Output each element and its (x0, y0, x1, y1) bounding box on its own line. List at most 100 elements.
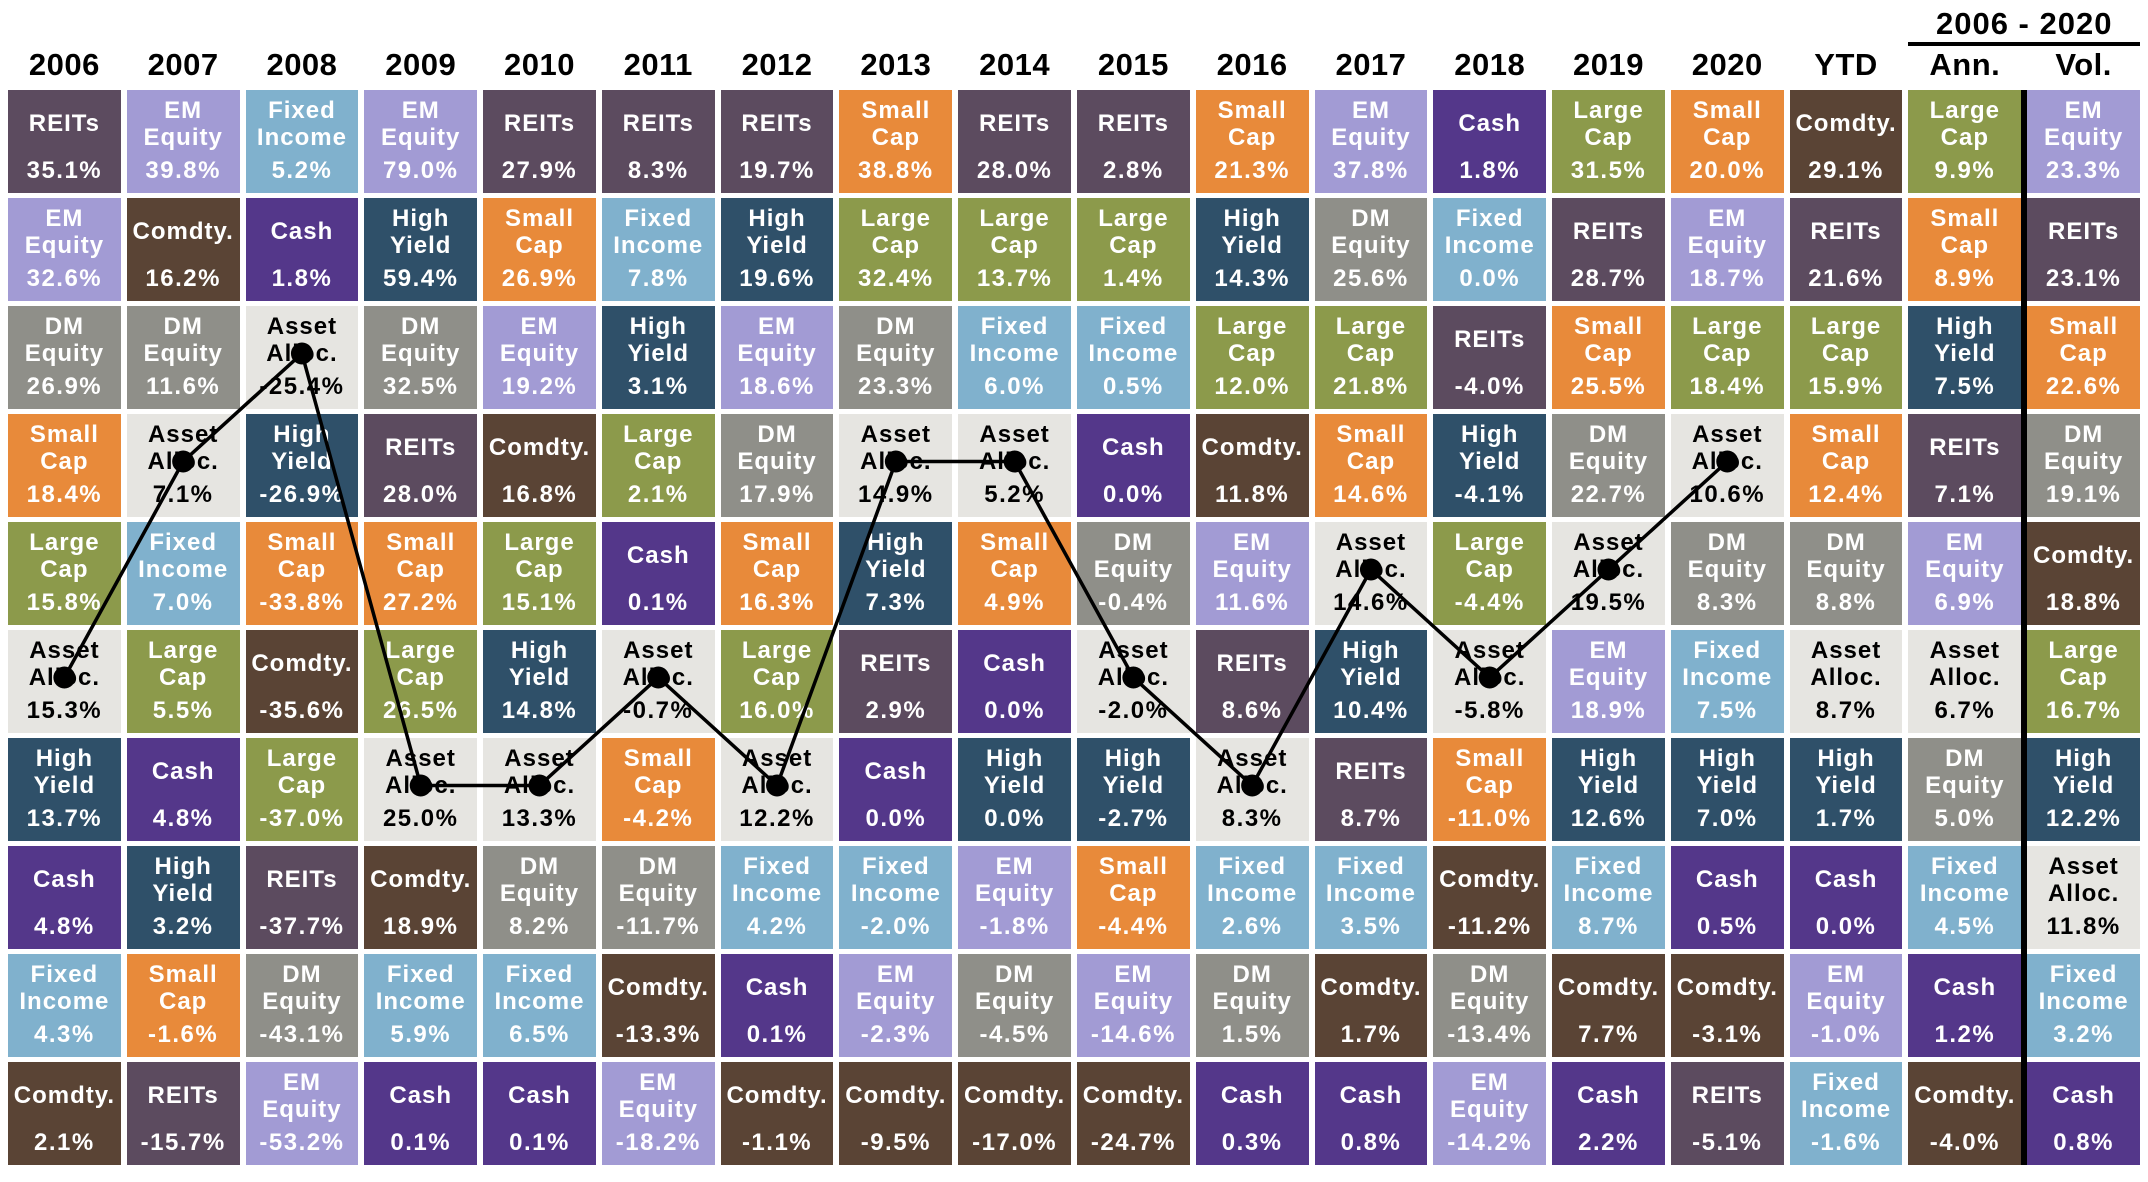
asset-return-value: 2.1% (627, 481, 689, 508)
asset-name: Small Cap (1930, 204, 2000, 259)
column-header-ytd: YTD (1814, 47, 1878, 82)
asset-name: Asset Alloc. (741, 744, 813, 799)
asset-return-value: 0.1% (509, 1129, 570, 1156)
asset-cell: REITs 28.0% (958, 90, 1071, 193)
asset-return-value: 3.1% (627, 373, 689, 400)
asset-name: Comdty. (964, 1082, 1066, 1110)
asset-cell: DM Equity 8.3% (1670, 522, 1784, 625)
asset-return-value: 16.7% (2045, 697, 2122, 724)
asset-cell: High Yield 12.2% (2027, 738, 2140, 841)
asset-cell: Large Cap 32.4% (839, 198, 953, 301)
asset-cell: Comdty. -17.0% (958, 1062, 1071, 1165)
asset-return-value: 7.8% (627, 265, 689, 292)
asset-name: Asset Alloc. (622, 636, 694, 691)
asset-name: Large Cap (1573, 96, 1644, 151)
asset-cell: EM Equity -53.2% (245, 1062, 359, 1165)
asset-name: DM Equity (1450, 960, 1530, 1015)
asset-cell: Fixed Income 7.8% (601, 198, 715, 301)
asset-cell: Small Cap -4.4% (1077, 846, 1190, 949)
column-header-2008: 2008 (266, 47, 338, 82)
asset-name: Large Cap (1810, 312, 1882, 367)
asset-name: High Yield (1577, 744, 1640, 799)
asset-cell: REITs 28.7% (1552, 198, 1665, 301)
asset-return-value: 4.3% (34, 1021, 95, 1048)
asset-cell: Comdty. -35.6% (245, 630, 359, 733)
asset-cell: Cash 0.1% (601, 522, 715, 625)
asset-name: EM Equity (618, 1068, 698, 1123)
asset-cell: EM Equity -1.0% (1789, 954, 1903, 1057)
column-header-2015: 2015 (1097, 47, 1169, 82)
asset-name: Comdty. (1676, 974, 1778, 1002)
asset-name: Asset Alloc. (385, 744, 457, 799)
asset-name: DM Equity (1568, 420, 1649, 475)
asset-return-value: -5.8% (1454, 697, 1525, 724)
asset-return-value: 13.7% (26, 805, 103, 832)
asset-return-value: -2.0% (1098, 697, 1169, 724)
asset-cell: EM Equity 11.6% (1195, 522, 1309, 625)
asset-cell: REITs 7.1% (1908, 414, 2022, 517)
asset-cell: Comdty. 18.8% (2027, 522, 2140, 625)
asset-return-value: 1.8% (271, 265, 333, 292)
asset-return-value: 13.7% (976, 265, 1053, 292)
asset-cell: Large Cap 2.1% (601, 414, 715, 517)
asset-return-value: 29.1% (1808, 157, 1884, 184)
asset-name: Comdty. (1201, 434, 1303, 462)
asset-cell: EM Equity 79.0% (364, 90, 478, 193)
asset-name: High Yield (1340, 636, 1402, 691)
asset-cell: Fixed Income 4.3% (8, 954, 121, 1057)
asset-return-value: 18.8% (2045, 589, 2122, 616)
asset-cell: High Yield 7.3% (839, 522, 953, 625)
column-header-2011: 2011 (623, 47, 693, 82)
asset-name: Comdty. (1795, 110, 1897, 138)
asset-cell: DM Equity 22.7% (1552, 414, 1665, 517)
asset-cell: Small Cap 21.3% (1195, 90, 1309, 193)
asset-name: High Yield (1102, 744, 1165, 799)
asset-cell: DM Equity 26.9% (8, 306, 121, 409)
asset-name: EM Equity (381, 96, 461, 151)
asset-return-value: -4.4% (1098, 913, 1169, 940)
asset-cell: Small Cap -11.0% (1433, 738, 1547, 841)
asset-name: REITs (28, 110, 100, 138)
asset-return-value: 37.8% (1333, 157, 1409, 184)
asset-return-value: 15.9% (1808, 373, 1884, 400)
asset-name: Cash (1220, 1082, 1284, 1110)
asset-return-value: -24.7% (1090, 1129, 1176, 1156)
asset-name: REITs (1572, 218, 1645, 246)
asset-name: Cash (864, 758, 928, 786)
asset-return-value: -1.6% (148, 1021, 219, 1048)
asset-name: Asset Alloc. (978, 420, 1051, 475)
asset-name: EM Equity (262, 1068, 342, 1123)
asset-name: EM Equity (1093, 960, 1174, 1015)
asset-return-value: 1.2% (1934, 1021, 1996, 1048)
asset-name: Large Cap (741, 636, 813, 691)
asset-name: High Yield (1934, 312, 1996, 367)
asset-cell: DM Equity 23.3% (839, 306, 953, 409)
asset-name: Cash (389, 1082, 453, 1110)
asset-return-value: -15.7% (140, 1129, 226, 1156)
asset-return-value: 18.4% (26, 481, 103, 508)
asset-return-value: -4.4% (1454, 589, 1525, 616)
asset-return-value: 6.7% (1934, 697, 1996, 724)
asset-return-value: 23.3% (2045, 157, 2122, 184)
range-header-2006-2020: 2006 - 2020 (1908, 6, 2140, 46)
asset-return-value: 16.3% (739, 589, 815, 616)
asset-cell: Comdty. -13.3% (601, 954, 715, 1057)
asset-return-value: -14.6% (1090, 1021, 1176, 1048)
asset-name: EM Equity (737, 312, 817, 367)
asset-name: EM Equity (856, 960, 936, 1015)
asset-cell: Comdty. -1.1% (720, 1062, 834, 1165)
asset-name: High Yield (627, 312, 689, 367)
asset-return-value: 14.6% (1333, 481, 1409, 508)
asset-name: High Yield (746, 204, 808, 259)
asset-return-value: 2.2% (1578, 1129, 1639, 1156)
asset-cell: Small Cap 20.0% (1670, 90, 1784, 193)
asset-name: Cash (151, 758, 215, 786)
asset-return-value: 1.5% (1221, 1021, 1283, 1048)
asset-cell: Cash 0.1% (364, 1062, 478, 1165)
asset-name: Fixed Income (1801, 1068, 1892, 1123)
asset-name: High Yield (152, 852, 214, 907)
asset-name: REITs (266, 866, 338, 894)
asset-name: DM Equity (143, 312, 223, 367)
asset-return-value: 0.0% (1815, 913, 1877, 940)
asset-name: Fixed Income (375, 960, 466, 1015)
